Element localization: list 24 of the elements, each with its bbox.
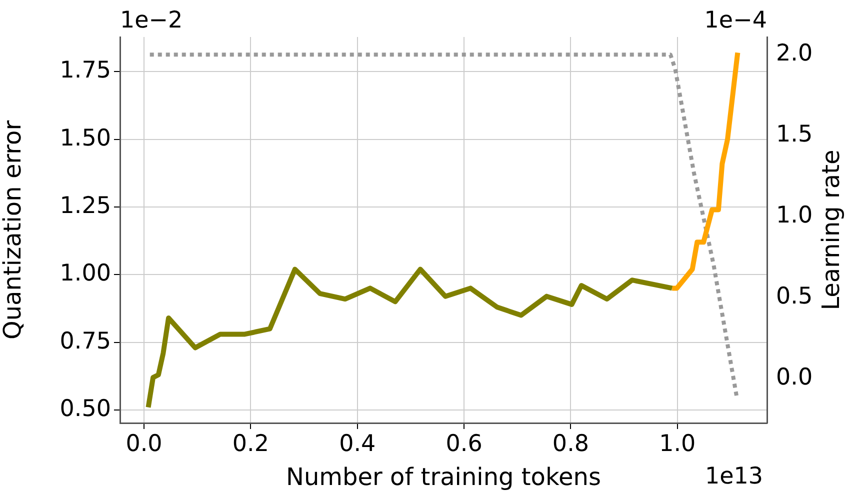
x-tick-label: 0.6	[446, 430, 482, 457]
y2-tick-label: 0.0	[776, 364, 813, 390]
y2-tick-label: 0.5	[776, 283, 813, 310]
line-series	[148, 52, 739, 398]
x-tick-label: 0.2	[232, 430, 269, 457]
y2-tick-label: 1.5	[776, 122, 813, 148]
x-tick-label: 0.0	[126, 430, 162, 457]
y-tick-label: 1.75	[60, 58, 111, 84]
x-tick-label: 1.0	[659, 430, 696, 457]
x-tick-label: 0.8	[552, 430, 589, 457]
y2-tick-label: 1.0	[776, 202, 813, 228]
y2-axis-title: Learning rate	[817, 150, 846, 310]
y-axis-title: Quantization error	[0, 120, 27, 340]
text: 1e−2	[120, 7, 183, 34]
y-tick-label: 0.75	[60, 328, 111, 354]
y-tick-label: 1.00	[60, 260, 111, 287]
y2-tick-label: 2.0	[776, 40, 813, 67]
y-tick-label: 1.25	[60, 192, 111, 219]
y-tick-label: 1.50	[60, 125, 111, 152]
y-tick-label: 0.50	[60, 396, 111, 422]
text: 1e13	[704, 463, 763, 490]
text: 1e−4	[704, 7, 767, 34]
x-axis-title: Number of training tokens	[286, 462, 602, 491]
x-tick-label: 0.4	[339, 430, 376, 457]
